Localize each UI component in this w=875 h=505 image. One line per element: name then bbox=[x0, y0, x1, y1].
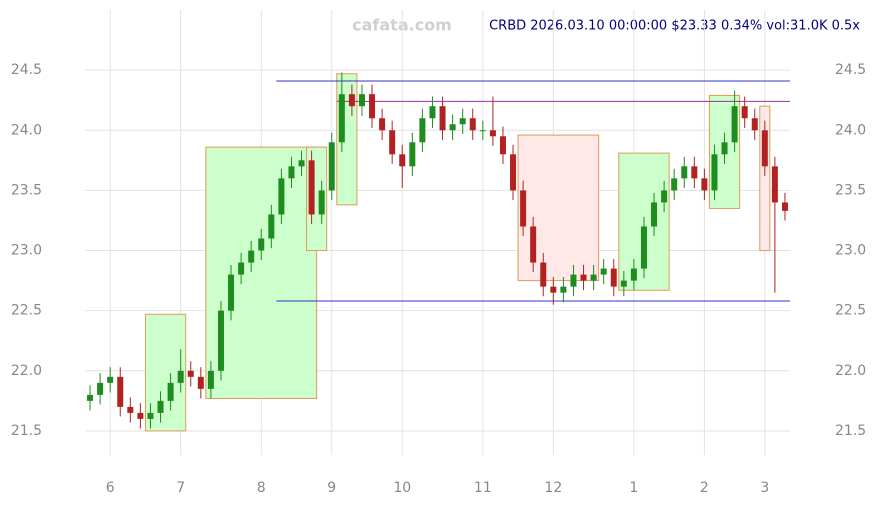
candle-body bbox=[379, 118, 386, 131]
candle-body bbox=[127, 406, 134, 413]
y-tick-label: 24.0 bbox=[835, 122, 866, 138]
y-tick-label: 22.5 bbox=[11, 303, 42, 319]
chart-title: CRBD 2026.03.10 00:00:00 $23.33 0.34% vo… bbox=[489, 19, 860, 34]
y-tick-label: 22.0 bbox=[835, 363, 866, 379]
y-tick-label: 22.0 bbox=[11, 363, 42, 379]
x-tick-label: 2 bbox=[700, 480, 709, 496]
candle-body bbox=[640, 226, 647, 269]
candle-body bbox=[429, 106, 436, 119]
candle-body bbox=[268, 214, 275, 239]
candle-body bbox=[731, 106, 738, 143]
x-tick-label: 3 bbox=[760, 480, 769, 496]
candle-body bbox=[419, 118, 426, 143]
y-tick-label: 23.5 bbox=[835, 182, 866, 198]
x-tick-label: 6 bbox=[106, 480, 115, 496]
candle-body bbox=[217, 310, 224, 371]
candle-body bbox=[671, 178, 678, 191]
candle-body bbox=[228, 274, 235, 311]
candle-body bbox=[479, 130, 486, 132]
candle-body bbox=[167, 382, 174, 401]
candle-body bbox=[540, 262, 547, 287]
candle-body bbox=[238, 262, 245, 275]
candle-body bbox=[691, 166, 698, 179]
candle-body bbox=[298, 160, 305, 167]
y-tick-label: 23.0 bbox=[835, 243, 866, 259]
candle-body bbox=[781, 202, 788, 211]
candle-body bbox=[761, 130, 768, 167]
y-tick-label: 24.5 bbox=[835, 62, 866, 78]
candle-body bbox=[489, 130, 496, 137]
zone-box bbox=[759, 105, 771, 252]
candle-body bbox=[600, 268, 607, 275]
y-tick-label: 21.5 bbox=[11, 423, 42, 439]
y-tick-label: 24.5 bbox=[11, 62, 42, 78]
candle-body bbox=[459, 118, 466, 125]
candle-body bbox=[358, 94, 365, 107]
candle-body bbox=[610, 268, 617, 287]
y-tick-label: 23.0 bbox=[11, 243, 42, 259]
candle-body bbox=[771, 166, 778, 203]
candle-body bbox=[630, 268, 637, 281]
candle-body bbox=[318, 190, 325, 215]
candle-body bbox=[711, 154, 718, 191]
x-tick-label: 8 bbox=[257, 480, 266, 496]
y-tick-label: 24.0 bbox=[11, 122, 42, 138]
candle-body bbox=[550, 286, 557, 293]
candle-body bbox=[369, 94, 376, 119]
candle-body bbox=[590, 274, 597, 281]
candle-body bbox=[87, 394, 94, 401]
candle-body bbox=[530, 226, 537, 263]
candle-body bbox=[499, 136, 506, 155]
candle-body bbox=[288, 166, 295, 179]
y-tick-label: 21.5 bbox=[835, 423, 866, 439]
candle-body bbox=[328, 142, 335, 191]
candle-body bbox=[97, 382, 104, 395]
x-tick-label: 7 bbox=[176, 480, 185, 496]
x-tick-label: 1 bbox=[629, 480, 638, 496]
zone-box bbox=[205, 146, 318, 399]
candle-body bbox=[620, 280, 627, 287]
candle-body bbox=[751, 118, 758, 131]
x-tick-label: 12 bbox=[544, 480, 562, 496]
candle-body bbox=[338, 94, 345, 143]
candle-body bbox=[308, 160, 315, 215]
candle-body bbox=[258, 238, 265, 251]
candle-body bbox=[187, 370, 194, 377]
x-tick-label: 11 bbox=[474, 480, 492, 496]
x-tick-label: 9 bbox=[327, 480, 336, 496]
candle-body bbox=[389, 130, 396, 155]
candle-body bbox=[510, 154, 517, 191]
candle-body bbox=[137, 412, 144, 419]
candle-body bbox=[207, 370, 214, 389]
y-tick-label: 23.5 bbox=[11, 182, 42, 198]
candle-body bbox=[701, 178, 708, 191]
candle-body bbox=[409, 142, 416, 167]
x-tick-label: 10 bbox=[393, 480, 411, 496]
candle-body bbox=[157, 400, 164, 413]
zone-box bbox=[517, 134, 600, 282]
candle-body bbox=[681, 166, 688, 179]
candle-body bbox=[741, 106, 748, 119]
candle-body bbox=[197, 376, 204, 389]
candle-body bbox=[580, 274, 587, 281]
candle-body bbox=[177, 370, 184, 383]
candle-body bbox=[449, 124, 456, 131]
candle-body bbox=[278, 178, 285, 215]
candle-body bbox=[439, 106, 446, 131]
candle-body bbox=[570, 274, 577, 287]
y-tick-label: 22.5 bbox=[835, 303, 866, 319]
candle-body bbox=[348, 94, 355, 107]
candle-body bbox=[399, 154, 406, 167]
candle-body bbox=[651, 202, 658, 227]
candle-body bbox=[147, 412, 154, 419]
candle-body bbox=[469, 118, 476, 131]
candle-body bbox=[520, 190, 527, 227]
candle-body bbox=[560, 286, 567, 293]
candle-body bbox=[661, 190, 668, 203]
candle-body bbox=[117, 376, 124, 407]
candle-body bbox=[721, 142, 728, 155]
candle-body bbox=[248, 250, 255, 263]
candle-body bbox=[107, 376, 114, 383]
